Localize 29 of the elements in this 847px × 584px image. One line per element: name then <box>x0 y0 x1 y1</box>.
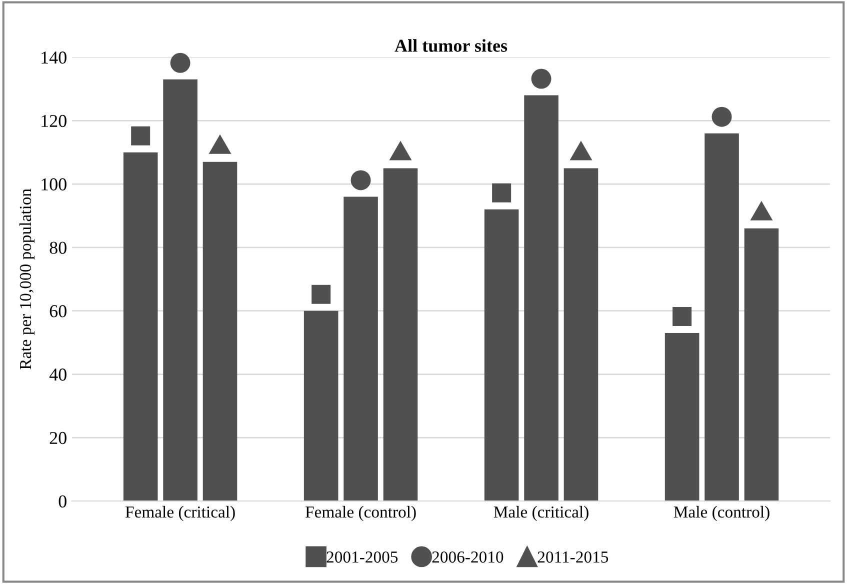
bar <box>202 162 238 502</box>
bar <box>524 95 558 502</box>
bar <box>564 168 598 502</box>
legend-label: 2001-2005 <box>326 551 398 563</box>
bar <box>123 152 158 502</box>
y-tick-label: 140 <box>42 51 66 64</box>
x-tick-label: Male (control) <box>674 506 770 522</box>
chart-title: All tumor sites <box>394 39 508 52</box>
y-tick-label: 80 <box>50 242 66 254</box>
legend-label: 2006-2010 <box>432 551 504 563</box>
y-tick-label: 20 <box>50 432 66 444</box>
y-tick-label: 120 <box>42 114 66 128</box>
y-tick-label: 0 <box>58 495 66 508</box>
bar <box>704 133 739 502</box>
x-tick-label: Female (critical) <box>125 506 235 522</box>
bar <box>163 79 198 502</box>
bar <box>304 310 338 502</box>
bar <box>484 209 519 502</box>
x-tick-label: Male (critical) <box>494 506 588 522</box>
legend-label: 2011-2015 <box>538 551 608 563</box>
bar <box>744 228 779 502</box>
y-axis-title: Rate per 10,000 population <box>19 188 34 370</box>
x-tick-label: Female (control) <box>305 506 416 522</box>
y-tick-label: 100 <box>42 178 66 190</box>
y-tick-label: 60 <box>50 305 66 318</box>
bar <box>383 168 418 502</box>
y-tick-label: 40 <box>49 368 66 381</box>
bar <box>664 333 700 502</box>
bar <box>344 196 378 502</box>
